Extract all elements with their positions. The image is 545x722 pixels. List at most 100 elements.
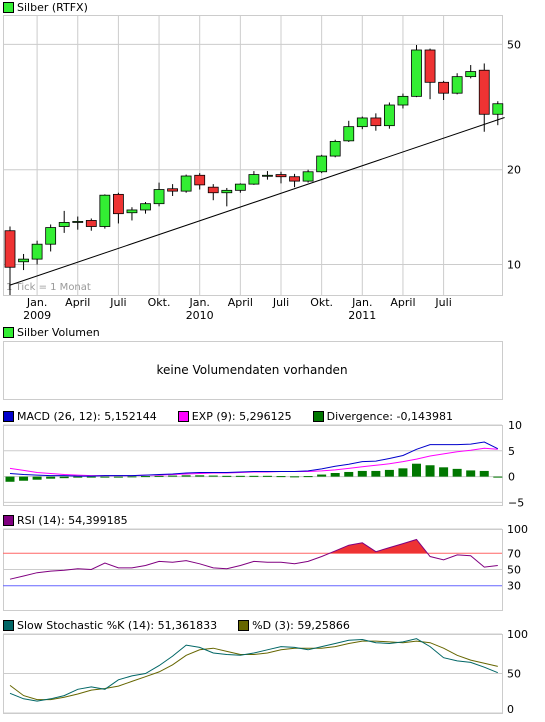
rsi-overbought-area [329,539,428,554]
divergence-bar [19,476,29,481]
divergence-bar [100,476,110,478]
candle-body [126,209,138,214]
divergence-bar [425,465,435,477]
stoch-k-legend-swatch [3,620,14,631]
candle-body [262,174,273,177]
price-panel-frame [3,15,503,296]
macd-legend: MACD (26, 12): 5,152144 [0,409,157,424]
divergence-bar [479,470,489,477]
divergence-bar [317,474,327,477]
divergence-legend: Divergence: -0,143981 [310,409,453,424]
divergence-bar [235,475,245,477]
price-x-tick-label: Jan. [188,296,209,309]
divergence-bar [466,470,476,477]
candle-body [207,186,219,194]
candle-body [31,243,43,260]
price-x-tick-year: 2010 [186,309,214,322]
divergence-bar [127,476,137,478]
candle-body [85,220,97,227]
stoch-header: Slow Stochastic %K (14): 51,361833 %D (3… [0,618,368,633]
rsi-line [9,538,498,580]
rsi-y-tick-label: 50 [507,564,521,577]
divergence-bar [357,470,367,477]
divergence-bar [412,463,421,477]
trendline [9,117,505,286]
divergence-bar [208,475,218,477]
stoch-d-legend-swatch [238,620,250,631]
price-y-tick-label: 10 [507,258,521,271]
candle-body [58,222,70,227]
macd-y-tick-label: 10 [508,419,522,432]
volume-panel-frame [3,341,503,400]
candle-body [4,230,16,268]
rsi-y-tick-label: 100 [507,523,528,536]
price-legend-swatch [3,2,14,13]
candle-body [383,104,395,127]
divergence-bar [46,476,56,479]
candle-body [221,189,233,194]
price-x-tick-label: Jan. [26,296,47,309]
exp-legend: EXP (9): 5,296125 [175,409,292,424]
divergence-bar [86,476,96,478]
divergence-bar [59,476,69,479]
stoch-k-line [9,638,498,702]
divergence-bar [154,475,164,477]
price-x-tick-label: Okt. [148,296,171,309]
price-x-tick-label: Jan. [351,296,372,309]
candle-body [194,174,206,186]
candle-body [248,174,260,185]
rsi-legend-swatch [3,515,14,526]
rsi-legend-text: RSI (14): 54,399185 [17,514,128,527]
volume-legend-swatch [3,327,14,338]
candle-body [329,141,341,157]
rsi-y-tick-label: 70 [507,547,521,560]
stoch-y-tick-label: 100 [507,628,528,641]
candle-body [275,174,287,178]
candle-body [316,155,328,173]
price-x-tick-year: 2011 [348,309,376,322]
price-x-tick-label: April [228,296,253,309]
candle-body [451,76,463,94]
macd-y-tick-label: 5 [508,445,515,458]
candle-body [370,117,382,127]
candle-body [302,171,314,182]
candle-body [343,126,355,142]
price-y-tick-label: 50 [507,38,521,51]
divergence-bar [384,469,394,477]
macd-legend-swatch [3,411,14,422]
candle-body [397,95,409,106]
candle-body [180,175,192,192]
price-x-tick-year: 2009 [23,309,51,322]
divergence-bar [262,475,272,477]
divergence-bar [73,476,83,478]
candle-body [478,69,490,115]
divergence-bar [195,475,205,477]
divergence-bar [168,475,178,477]
exp-legend-swatch [177,411,189,422]
divergence-bar [32,476,42,480]
divergence-bar [330,473,340,477]
candle-body [45,227,57,245]
stoch-d-legend-text: %D (3): 59,25866 [252,619,350,632]
stoch-k-legend-text: Slow Stochastic %K (14): 51,361833 [17,619,218,632]
divergence-bar [371,470,381,477]
candle-body [465,71,477,78]
candle-body [289,176,300,182]
candle-body [18,258,29,263]
macd-y-tick-label: 0 [508,471,515,484]
volume-message: keine Volumendaten vorhanden [156,363,348,377]
price-label: Silber (RTFX) [17,1,88,14]
candle-body [72,221,84,223]
divergence-bar [141,476,150,478]
candle-body [167,188,179,192]
macd-line [9,441,499,477]
volume-header: Silber Volumen [0,325,100,340]
divergence-bar [276,476,286,478]
stoch-y-tick-label: 0 [507,703,514,716]
candle-body [411,49,422,97]
divergence-bar [181,475,191,477]
divergence-bar [303,476,313,478]
candle-body [140,203,151,211]
candle-body [113,193,124,215]
